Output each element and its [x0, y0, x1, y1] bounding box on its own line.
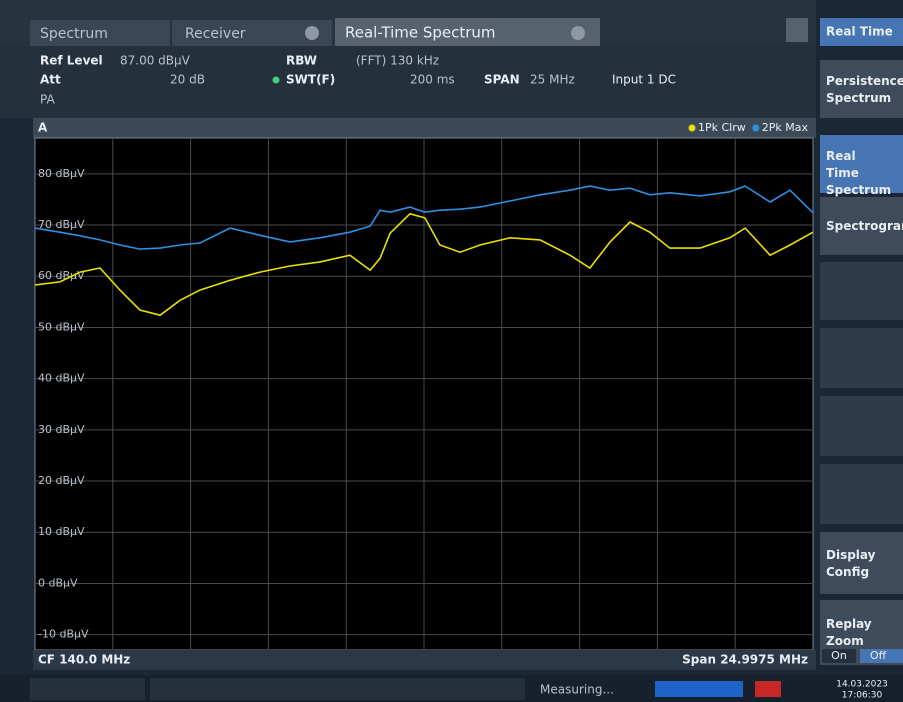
toggle-label: Off [870, 649, 887, 662]
window-label: A [38, 121, 48, 135]
softkey[interactable] [820, 328, 903, 388]
y-tick-label: 30 dBµV [38, 423, 85, 436]
softkey[interactable] [820, 532, 903, 594]
date: 14.03.2023 [836, 680, 888, 690]
y-tick-label: 20 dBµV [38, 474, 85, 487]
close-icon[interactable] [571, 26, 585, 40]
softkey[interactable] [820, 464, 903, 524]
info-label: SWT(F) [286, 73, 335, 87]
y-tick-label: 40 dBµV [38, 372, 85, 385]
y-tick-label: 50 dBµV [38, 320, 85, 333]
softkey-panel: Real Time Persistence Spectrum Real Time Spe… [820, 18, 903, 665]
toggle-off [860, 649, 903, 663]
tab[interactable] [30, 20, 170, 46]
time: 17:06:30 [842, 691, 883, 701]
softkey-label: Persistence Spectrum [826, 74, 903, 105]
softkey-label: Real Time Spectrum [826, 149, 891, 197]
tab-label: Spectrum [40, 26, 108, 42]
info-value: 20 dB [170, 73, 205, 87]
info-value: (FFT) 130 kHz [356, 54, 439, 68]
status-text: Measuring... [540, 683, 614, 697]
status-dot [272, 76, 280, 84]
tab-active[interactable] [335, 18, 600, 46]
progress-bar [655, 681, 743, 697]
softkey[interactable] [820, 18, 903, 46]
info-label: Ref Level [40, 54, 103, 68]
menu-icon[interactable] [786, 18, 808, 42]
softkey[interactable] [820, 262, 903, 320]
info-label: RBW [286, 54, 317, 68]
y-tick-label: 80 dBµV [38, 167, 85, 180]
error-indicator [755, 681, 781, 697]
softkey-label: Real Time [826, 25, 893, 39]
legend-label: 2Pk Max [762, 121, 809, 134]
info-label: Att [40, 73, 61, 87]
info-value: Input 1 DC [612, 73, 676, 87]
softkey-label: Spectrogram [826, 219, 903, 233]
status-field [30, 678, 145, 700]
legend-marker [688, 124, 696, 132]
center-frequency: CF 140.0 MHz [38, 653, 130, 667]
y-tick-label: 10 dBµV [38, 525, 85, 538]
chart-footer [33, 650, 816, 670]
toggle-on [822, 649, 856, 663]
info-value: 25 MHz [530, 73, 575, 87]
y-tick-label: 60 dBµV [38, 269, 85, 282]
info-value: 87.00 dBµV [120, 54, 191, 68]
softkey[interactable] [820, 60, 903, 118]
y-tick-label: 0 dBµV [38, 576, 78, 589]
softkey[interactable] [820, 135, 903, 193]
info-value: PA [40, 93, 55, 107]
softkey[interactable] [820, 396, 903, 456]
chart-header [33, 118, 816, 138]
close-icon[interactable] [305, 26, 319, 40]
y-tick-label: 70 dBµV [38, 218, 85, 231]
toggle-label: On [831, 649, 847, 662]
info-label: SPAN [484, 73, 520, 87]
legend-label: 1Pk Clrw [698, 121, 746, 134]
span-label: Span 24.9975 MHz [682, 653, 808, 667]
info-value: 200 ms [410, 73, 455, 87]
trace [34, 185, 814, 250]
softkey[interactable] [820, 197, 903, 255]
tab-label: Real-Time Spectrum [345, 24, 496, 42]
trace [34, 212, 814, 317]
legend-marker [752, 124, 760, 132]
softkey-label: Replay Zoom [826, 617, 872, 648]
status-field [150, 678, 525, 700]
y-tick-label: -10 dBµV [38, 628, 89, 641]
info-panel [0, 46, 816, 118]
tab-label: Receiver [185, 26, 246, 42]
softkey-label: Display Config [826, 548, 876, 579]
